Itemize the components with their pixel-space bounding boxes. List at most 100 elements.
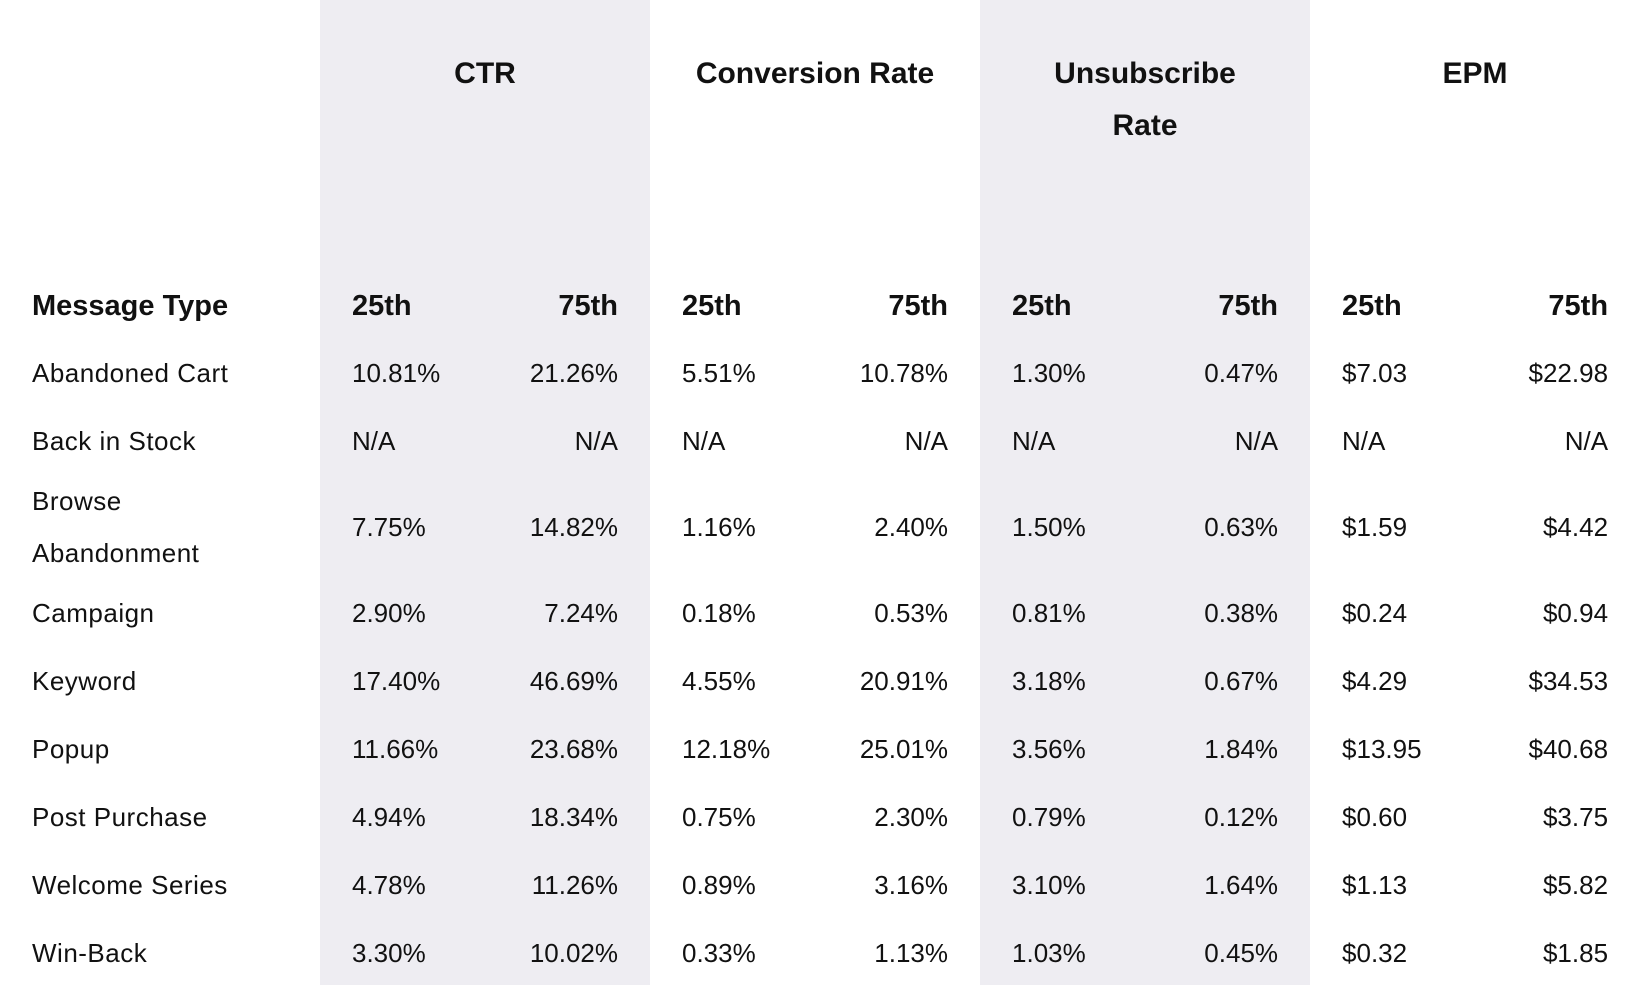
data-row: Campaign 2.90% 7.24% 0.18% 0.53% 0.81% 0.38% $0… (0, 579, 1640, 647)
column-shade (320, 0, 650, 985)
cell: 1.64% (1204, 869, 1279, 900)
cell: 2.40% (874, 511, 949, 542)
percentile-header: 75th (1218, 289, 1279, 322)
cell: 1.30% (1012, 357, 1086, 388)
cell: 1.03% (1012, 937, 1086, 968)
cell: $4.42 (1542, 511, 1609, 542)
row-label: Abandoned Cart (32, 358, 229, 388)
cell: 0.81% (1012, 597, 1086, 628)
row-label: Post Purchase (32, 802, 208, 832)
cell: $3.75 (1542, 801, 1609, 832)
cell: N/A (1564, 425, 1609, 456)
group-title: CTR (454, 57, 516, 90)
cell: 0.47% (1204, 357, 1279, 388)
column-shade (980, 0, 1310, 985)
cell: 5.51% (682, 357, 756, 388)
cell: $7.03 (1342, 357, 1408, 388)
cell: 0.33% (682, 937, 756, 968)
cell: 10.78% (859, 357, 949, 388)
cell: 3.10% (1012, 869, 1086, 900)
cell: 4.78% (352, 869, 426, 900)
cell: $5.82 (1542, 869, 1609, 900)
cell: N/A (1012, 425, 1056, 456)
data-row: Win-Back 3.30% 10.02% 0.33% 1.13% 1.03% 0.45% $… (0, 919, 1640, 987)
row-label: Popup (32, 734, 110, 764)
cell: 1.16% (682, 511, 756, 542)
cell: 21.26% (529, 357, 618, 388)
cell: 0.12% (1204, 801, 1279, 832)
percentile-header: 75th (1548, 289, 1609, 322)
cell: $1.59 (1342, 511, 1408, 542)
percentile-header: 25th (1342, 289, 1402, 322)
cell: 1.13% (874, 937, 949, 968)
cell: 3.18% (1012, 665, 1086, 696)
percentile-header: 25th (352, 289, 412, 322)
cell: 20.91% (859, 665, 949, 696)
cell: 10.81% (352, 357, 441, 388)
cell: $1.85 (1542, 937, 1609, 968)
cell: 3.30% (352, 937, 426, 968)
cell: $34.53 (1528, 665, 1609, 696)
cell: 0.18% (682, 597, 756, 628)
cell: $0.24 (1342, 597, 1408, 628)
data-row: Keyword 17.40% 46.69% 4.55% 20.91% 3.18% 0.67%… (0, 647, 1640, 715)
cell: $1.13 (1342, 869, 1408, 900)
cell: 1.50% (1012, 511, 1086, 542)
cell: 11.66% (352, 733, 439, 764)
cell: $0.94 (1542, 597, 1609, 628)
cell: 12.18% (682, 733, 771, 764)
cell: $13.95 (1342, 733, 1422, 764)
empty-corner (0, 0, 320, 273)
data-row: Post Purchase 4.94% 18.34% 0.75% 2.30% 0.79% 0… (0, 783, 1640, 851)
cell: $0.32 (1342, 937, 1408, 968)
cell: $4.29 (1342, 665, 1408, 696)
corner-label: Message Type (32, 289, 229, 322)
cell: 4.55% (682, 665, 756, 696)
cell: $22.98 (1528, 357, 1609, 388)
data-row: Abandoned Cart 10.81% 21.26% 5.51% 10.78% 1.3… (0, 339, 1640, 407)
subheader-row: Message Type 25th 75th 25th 75th 25th 75th 25th… (0, 273, 1640, 339)
cell: 0.63% (1204, 511, 1279, 542)
cell: 0.67% (1204, 665, 1279, 696)
cell: 4.94% (352, 801, 426, 832)
data-row: Browse Abandonment 7.75% 14.82% 1.16% 2.40% 1… (0, 475, 1640, 579)
group-header-row: CTR Conversion Rate Unsubscribe Rate EPM (0, 0, 1640, 273)
cell: $40.68 (1528, 733, 1609, 764)
percentile-header: 75th (558, 289, 618, 322)
cell: 14.82% (529, 511, 618, 542)
group-title: EPM (1442, 57, 1508, 90)
percentile-header: 25th (682, 289, 742, 322)
cell: 0.45% (1204, 937, 1279, 968)
cell: N/A (574, 425, 618, 456)
row-label: Welcome Series (32, 870, 228, 900)
cell: 11.26% (531, 869, 618, 900)
cell: 7.24% (544, 597, 618, 628)
data-row: Back in Stock N/A N/A N/A N/A N/A N/A N/A N/A (0, 407, 1640, 475)
cell: 7.75% (352, 511, 426, 542)
percentile-header: 25th (1012, 289, 1072, 322)
cell: 0.79% (1012, 801, 1086, 832)
cell: 0.53% (874, 597, 949, 628)
cell: 23.68% (529, 733, 618, 764)
cell: $0.60 (1342, 801, 1408, 832)
cell: 2.30% (874, 801, 949, 832)
row-label: Keyword (32, 666, 137, 696)
row-label: Campaign (32, 598, 155, 628)
percentile-header: 75th (888, 289, 949, 322)
row-label: Browse Abandonment (32, 486, 200, 568)
cell: 17.40% (352, 665, 441, 696)
data-row: Popup 11.66% 23.68% 12.18% 25.01% 3.56% 1.84% $… (0, 715, 1640, 783)
cell: 1.84% (1204, 733, 1279, 764)
cell: N/A (1234, 425, 1279, 456)
group-title: Conversion Rate (695, 57, 935, 90)
cell: 0.75% (682, 801, 756, 832)
cell: N/A (904, 425, 949, 456)
cell: 0.38% (1204, 597, 1279, 628)
cell: 3.16% (874, 869, 949, 900)
cell: N/A (682, 425, 726, 456)
data-row: Welcome Series 4.78% 11.26% 0.89% 3.16% 3.10%… (0, 851, 1640, 919)
group-title: Unsubscribe Rate (1054, 57, 1236, 142)
cell: 46.69% (529, 665, 618, 696)
cell: 0.89% (682, 869, 756, 900)
